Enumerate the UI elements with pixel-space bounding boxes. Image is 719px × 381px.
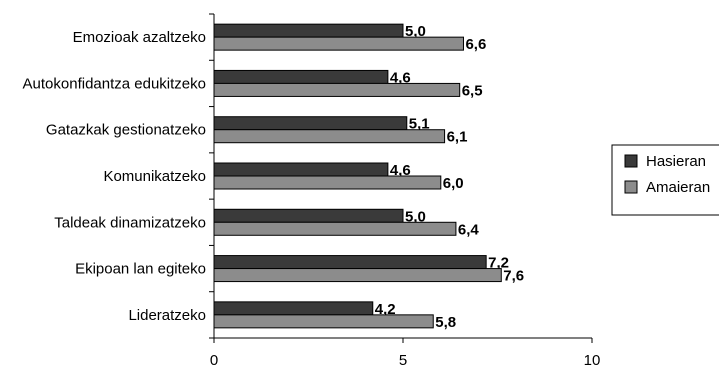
category-label: Komunikatzeko bbox=[103, 168, 206, 185]
bar-amaieran bbox=[213, 82, 461, 97]
data-label: 4,2 bbox=[375, 301, 396, 318]
bar-hasieran bbox=[213, 255, 487, 270]
data-label: 5,1 bbox=[409, 116, 430, 133]
legend-swatch bbox=[624, 180, 638, 194]
bar-hasieran bbox=[213, 69, 389, 84]
bar-amaieran bbox=[213, 314, 434, 329]
bar-hasieran bbox=[213, 162, 389, 177]
data-label: 6,4 bbox=[458, 221, 480, 238]
data-label: 4,6 bbox=[390, 69, 411, 86]
legend-label: Amaieran bbox=[646, 179, 710, 196]
bar-amaieran bbox=[213, 175, 442, 190]
bar-hasieran bbox=[213, 301, 374, 316]
x-tick-label: 10 bbox=[584, 352, 601, 369]
data-label: 5,0 bbox=[405, 208, 426, 225]
bar-amaieran bbox=[213, 36, 464, 51]
data-label: 7,2 bbox=[488, 255, 509, 272]
category-label: Gatazkak gestionatzeko bbox=[46, 122, 206, 139]
bar-hasieran bbox=[213, 208, 404, 223]
data-label: 7,6 bbox=[503, 268, 524, 285]
legend-label: Hasieran bbox=[646, 153, 706, 170]
bar-amaieran bbox=[213, 268, 502, 283]
legend-swatch bbox=[624, 154, 638, 168]
bar-amaieran bbox=[213, 221, 457, 236]
data-label: 5,8 bbox=[435, 314, 456, 331]
data-label: 6,1 bbox=[447, 129, 468, 146]
category-label: Autokonfidantza edukitzeko bbox=[23, 75, 206, 92]
bar-hasieran bbox=[213, 116, 408, 131]
bar-amaieran bbox=[213, 129, 446, 144]
x-tick-label: 0 bbox=[210, 352, 218, 369]
data-label: 4,6 bbox=[390, 162, 411, 179]
data-label: 6,5 bbox=[462, 82, 483, 99]
category-label: Ekipoan lan egiteko bbox=[75, 261, 206, 278]
bar-hasieran bbox=[213, 23, 404, 38]
category-label: Lideratzeko bbox=[128, 307, 206, 324]
x-tick-label: 5 bbox=[399, 352, 407, 369]
category-label: Emozioak azaltzeko bbox=[73, 29, 206, 46]
data-label: 6,0 bbox=[443, 175, 464, 192]
data-label: 5,0 bbox=[405, 23, 426, 40]
category-label: Taldeak dinamizatzeko bbox=[54, 214, 206, 231]
data-label: 6,6 bbox=[465, 36, 486, 53]
